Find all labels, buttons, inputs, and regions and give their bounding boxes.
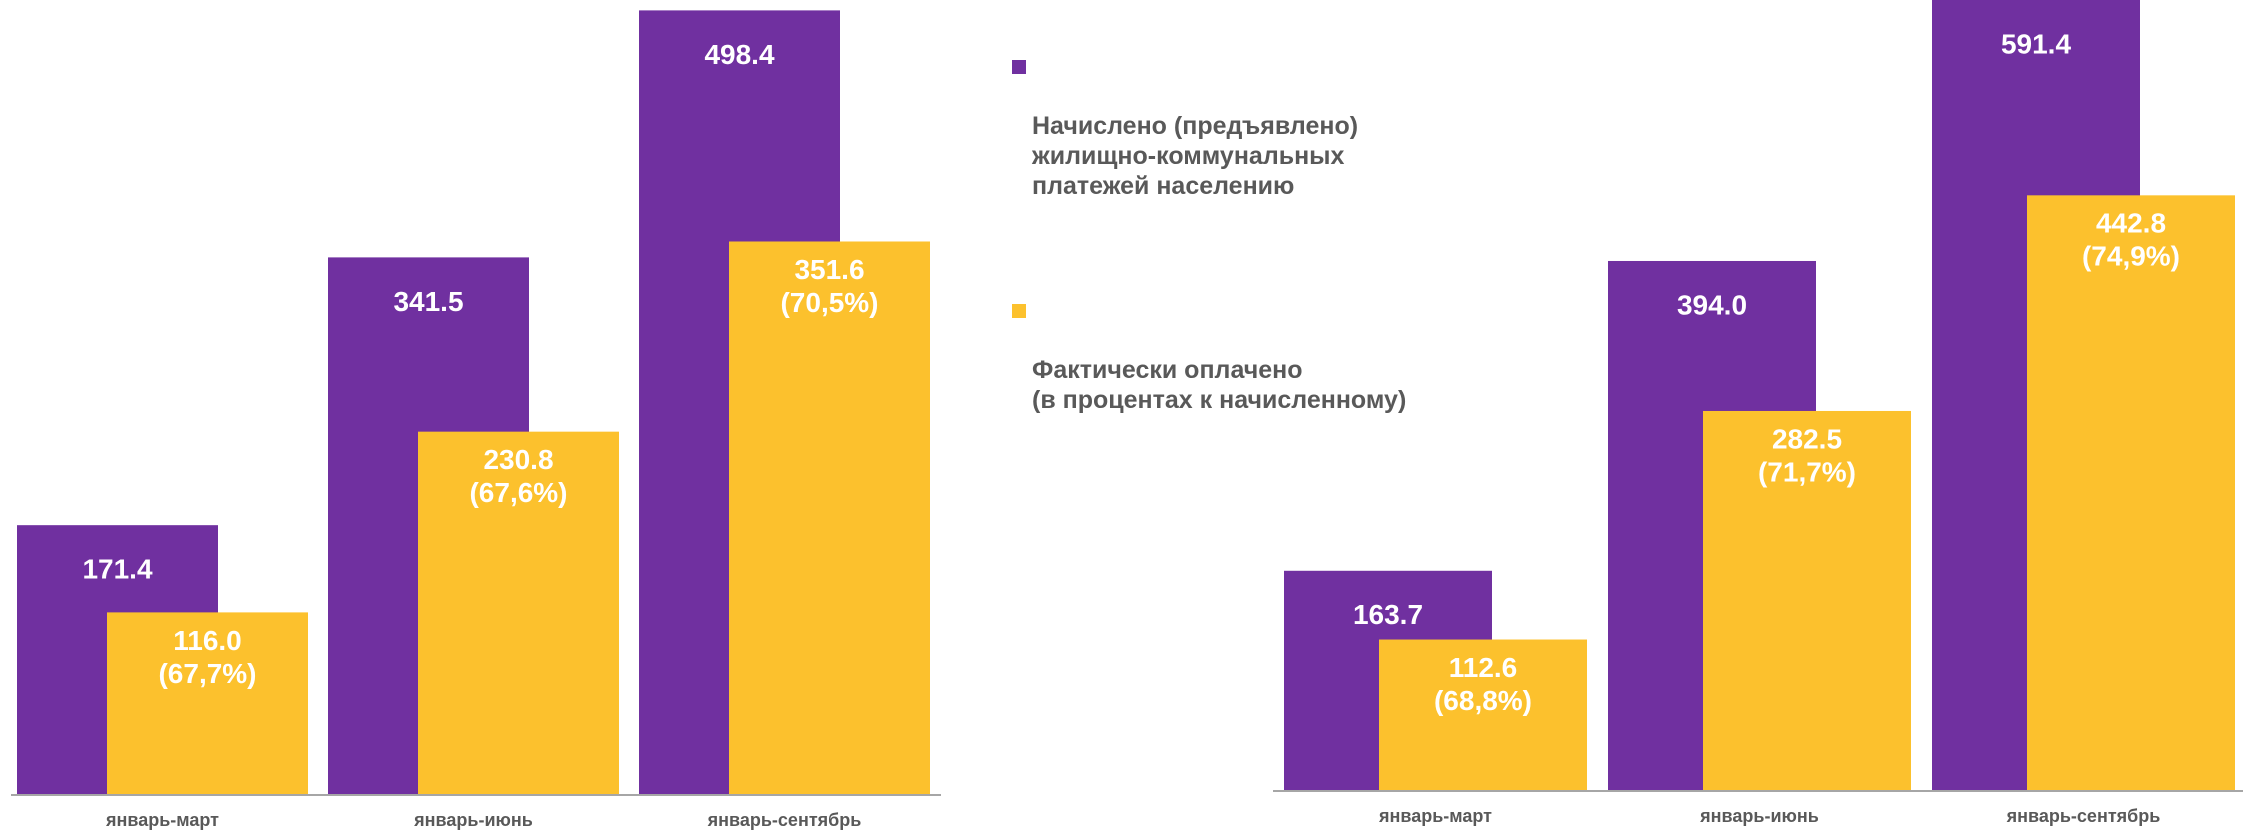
x-tick-label: январь-июнь <box>1699 806 1819 826</box>
bar <box>1703 410 1911 791</box>
share-label: (74,9%) <box>2082 241 2180 272</box>
share-label: (71,7%) <box>1758 456 1856 487</box>
legend-label: Фактически оплачено (в процентах к начис… <box>1032 356 1407 414</box>
x-tick-label: январь-сентябрь <box>707 810 862 830</box>
value-label: 282.5 <box>1772 423 1842 454</box>
legend-swatch <box>1012 304 1026 318</box>
legend-label: Начислено (предъявлено) жилищно-коммунал… <box>1032 112 1359 200</box>
bar <box>418 431 619 795</box>
value-label: 498.4 <box>704 39 774 70</box>
value-label: 591.4 <box>2001 28 2071 59</box>
x-tick-label: январь-сентябрь <box>2006 806 2161 826</box>
value-label: 351.6 <box>794 254 864 285</box>
x-tick-label: январь-март <box>1378 806 1492 826</box>
share-label: (67,6%) <box>469 477 567 508</box>
value-label: 230.8 <box>483 444 553 475</box>
share-label: (67,7%) <box>158 658 256 689</box>
bar <box>107 612 308 795</box>
value-label: 442.8 <box>2096 208 2166 239</box>
share-label: (68,8%) <box>1434 685 1532 716</box>
value-label: 112.6 <box>1449 652 1518 683</box>
x-tick-label: январь-июнь <box>413 810 533 830</box>
legend-entry: Начислено (предъявлено) жилищно-коммунал… <box>1012 51 1358 231</box>
share-label: (70,5%) <box>780 287 878 318</box>
value-label: 341.5 <box>393 286 463 317</box>
value-label: 394.0 <box>1677 289 1747 320</box>
value-label: 171.4 <box>82 554 152 585</box>
bar <box>1379 639 1587 791</box>
bar <box>2027 195 2235 792</box>
value-label: 116.0 <box>173 625 242 656</box>
x-tick-label: январь-март <box>105 810 219 830</box>
bar <box>729 241 930 795</box>
legend-entry: Фактически оплачено (в процентах к начис… <box>1012 295 1406 445</box>
value-label: 163.7 <box>1353 599 1423 630</box>
legend-swatch <box>1012 60 1026 74</box>
